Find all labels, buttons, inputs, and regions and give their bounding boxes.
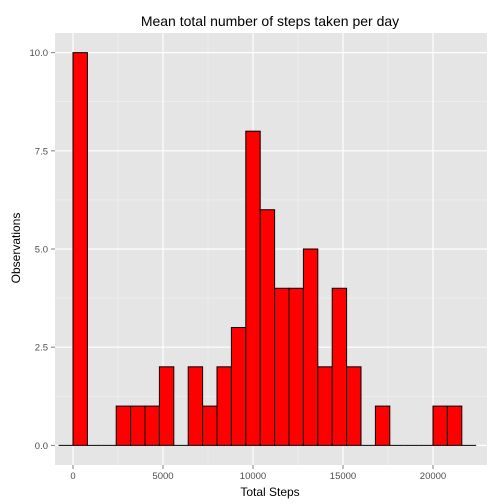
x-tick-label: 10000 xyxy=(240,471,266,482)
histogram-bar xyxy=(187,366,204,446)
histogram-bar xyxy=(72,52,88,446)
y-tick-label: 7.5 xyxy=(35,146,48,157)
histogram-bar xyxy=(158,366,175,446)
histogram-bar xyxy=(130,405,146,446)
histogram-bar xyxy=(317,366,333,446)
histogram-bar xyxy=(230,327,247,446)
histogram-bar xyxy=(245,130,261,446)
histogram-bar xyxy=(274,287,290,446)
histogram-bars xyxy=(58,52,477,446)
histogram-bar xyxy=(446,405,463,446)
y-tick-label: 2.5 xyxy=(35,343,48,354)
x-tick-label: 5000 xyxy=(152,471,173,482)
histogram-bar xyxy=(202,405,218,446)
x-tick-label: 0 xyxy=(70,471,75,482)
histogram-bar xyxy=(216,366,232,446)
y-axis-title: Observations xyxy=(9,213,23,284)
histogram-bar xyxy=(432,405,448,446)
y-tick-label: 10.0 xyxy=(30,48,49,59)
histogram-bar xyxy=(144,405,160,446)
x-axis-title: Total Steps xyxy=(240,485,299,499)
y-tick-label: 5.0 xyxy=(35,245,48,256)
x-tick-label: 20000 xyxy=(420,471,446,482)
histogram-bar xyxy=(374,405,391,446)
x-axis-ticks: 0 5000 10000 15000 20000 xyxy=(70,465,446,482)
y-tick-label: 0.0 xyxy=(35,441,48,452)
histogram-bar xyxy=(288,287,304,446)
histogram-bar xyxy=(259,209,276,446)
histogram-bar xyxy=(115,405,132,446)
chart-title: Mean total number of steps taken per day xyxy=(141,13,399,29)
histogram-bar xyxy=(331,287,348,446)
histogram-bar xyxy=(346,366,362,446)
histogram-bar xyxy=(302,248,319,446)
x-tick-label: 15000 xyxy=(330,471,356,482)
y-axis-ticks: 0.0 2.5 5.0 7.5 10.0 xyxy=(30,48,55,452)
